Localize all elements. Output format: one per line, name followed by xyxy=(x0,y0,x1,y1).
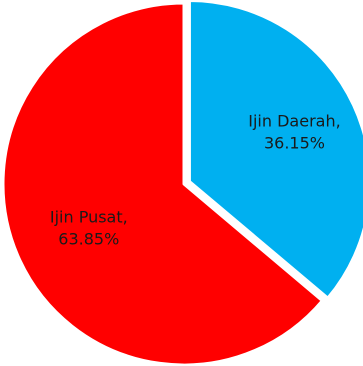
data-label-value: 36.15% xyxy=(264,134,325,153)
data-label-category: Ijin Daerah, xyxy=(248,112,340,131)
data-label-value: 63.85% xyxy=(58,229,119,248)
pie-slice-ijin-daerah xyxy=(187,0,363,300)
pie-slice-ijin-pusat xyxy=(1,1,324,366)
data-label-ijin-daerah: Ijin Daerah, 36.15% xyxy=(248,112,340,153)
data-label-ijin-pusat: Ijin Pusat, 63.85% xyxy=(50,207,128,248)
data-label-category: Ijin Pusat, xyxy=(50,207,128,226)
pie-labels: Ijin Daerah, 36.15% Ijin Pusat, 63.85% xyxy=(50,112,341,249)
